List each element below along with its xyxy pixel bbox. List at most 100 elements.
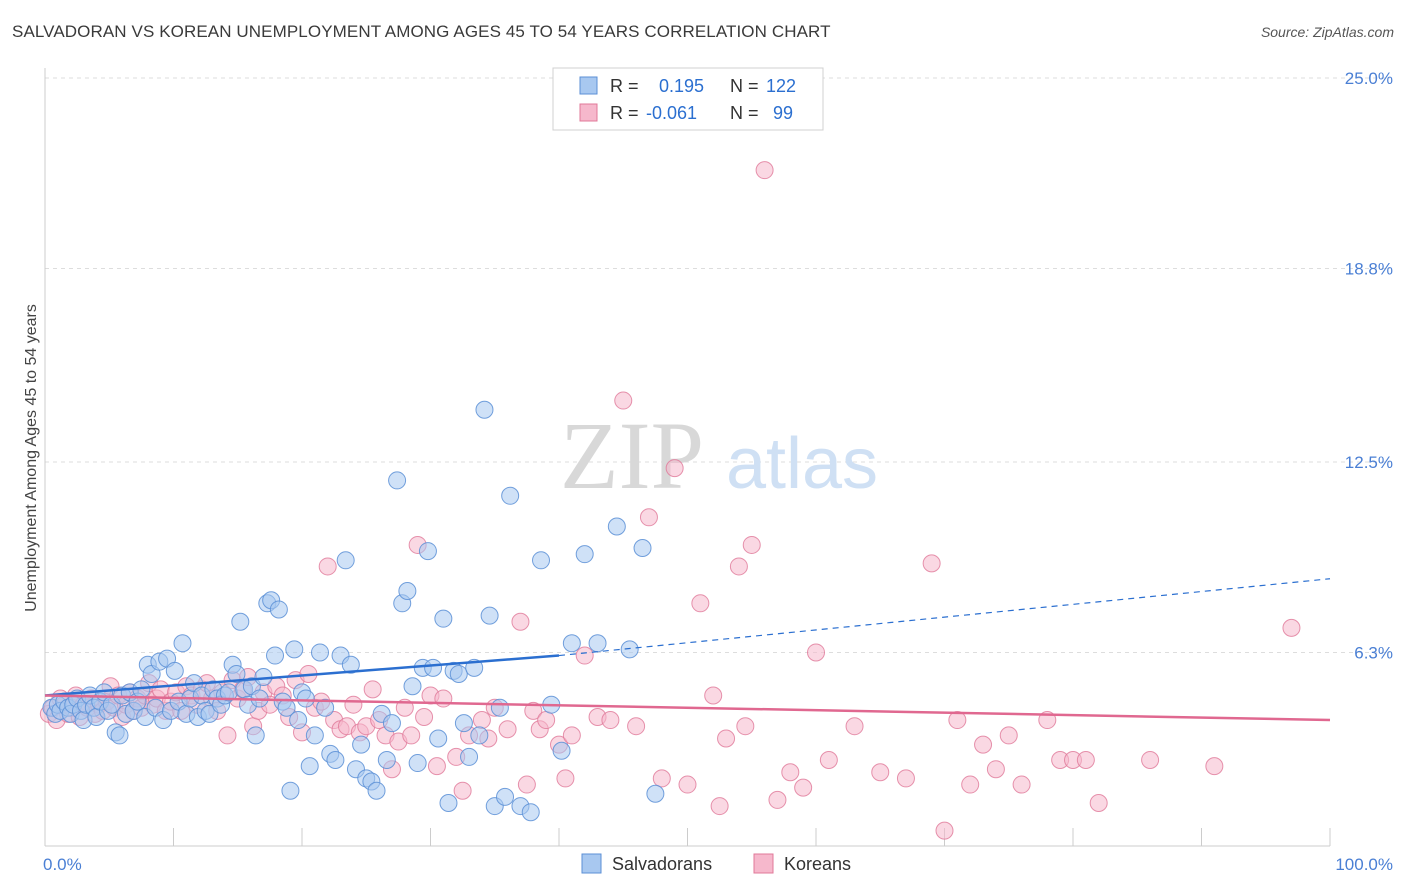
korean-point-103 <box>704 686 723 705</box>
korean-trend-line <box>44 694 1331 722</box>
x-tick-label-max: 100.0% <box>1335 855 1393 874</box>
trend-lines <box>44 578 1331 722</box>
korean-point-86 <box>517 775 536 794</box>
salvadoran-point-89 <box>398 582 417 601</box>
legend-n-label-2: N = <box>730 103 759 123</box>
chart-title: SALVADORAN VS KOREAN UNEMPLOYMENT AMONG … <box>12 22 831 41</box>
korean-point-118 <box>922 554 941 573</box>
salvadoran-points <box>42 400 665 822</box>
salvadoran-point-90 <box>403 677 422 696</box>
salvadoran-point-120 <box>633 539 652 558</box>
salvadoran-point-75 <box>326 750 345 769</box>
salvadoran-point-100 <box>454 714 473 733</box>
legend-n-label-1: N = <box>730 76 759 96</box>
korean-point-74 <box>415 707 434 726</box>
salvadoran-point-71 <box>305 726 324 745</box>
korean-point-124 <box>999 726 1018 745</box>
korean-point-77 <box>434 689 453 708</box>
salvadoran-trend-extension <box>558 578 1331 657</box>
korean-point-95 <box>601 711 620 730</box>
source-credit: Source: ZipAtlas.com <box>1260 24 1394 40</box>
salvadoran-point-96 <box>434 609 453 628</box>
korean-point-107 <box>736 717 755 736</box>
korean-point-87 <box>524 701 543 720</box>
watermark-zip: ZIP <box>560 402 704 509</box>
salvadoran-point-91 <box>408 754 427 773</box>
y-tick-label-0: 6.3% <box>1354 643 1393 662</box>
korean-point-112 <box>794 778 813 797</box>
bottom-legend-label-koreans: Koreans <box>784 854 851 874</box>
salvadoran-point-105 <box>480 606 499 625</box>
salvadoran-point-117 <box>588 634 607 653</box>
salvadoran-point-52 <box>231 612 250 631</box>
korean-point-97 <box>627 717 646 736</box>
korean-point-81 <box>472 711 491 730</box>
bottom-legend-label-salvadorans: Salvadorans <box>612 854 712 874</box>
korean-point-42 <box>218 726 237 745</box>
korean-point-84 <box>498 720 517 739</box>
salvadoran-point-103 <box>470 726 489 745</box>
korean-point-119 <box>935 821 954 840</box>
salvadoran-point-109 <box>501 486 520 505</box>
korean-point-110 <box>768 790 787 809</box>
salvadoran-point-80 <box>352 735 371 754</box>
korean-point-109 <box>755 161 774 180</box>
korean-point-92 <box>562 726 581 745</box>
korean-point-102 <box>691 594 710 613</box>
legend-n-value-2: 99 <box>773 103 793 123</box>
salvadoran-point-94 <box>424 658 443 677</box>
salvadoran-point-112 <box>532 551 551 570</box>
salvadoran-point-83 <box>367 781 386 800</box>
x-tick-label-min: 0.0% <box>43 855 82 874</box>
salvadoran-point-115 <box>562 634 581 653</box>
salvadoran-point-97 <box>439 793 458 812</box>
salvadoran-point-119 <box>620 640 639 659</box>
legend-r-value-2: -0.061 <box>646 103 697 123</box>
bottom-legend-swatch-korean <box>753 853 774 874</box>
korean-point-72 <box>402 726 421 745</box>
salvadoran-point-66 <box>285 640 304 659</box>
korean-point-120 <box>948 711 967 730</box>
korean-point-122 <box>974 735 993 754</box>
korean-point-99 <box>652 769 671 788</box>
salvadoran-point-73 <box>316 698 335 717</box>
korean-point-130 <box>1089 793 1108 812</box>
korean-point-76 <box>427 757 446 776</box>
legend-swatch-korean <box>579 103 598 122</box>
salvadoran-point-70 <box>300 757 319 776</box>
korean-point-132 <box>1205 757 1224 776</box>
salvadoran-point-67 <box>289 711 308 730</box>
salvadoran-point-93 <box>418 542 437 561</box>
korean-point-59 <box>318 557 337 576</box>
korean-point-66 <box>363 680 382 699</box>
salvadoran-point-62 <box>269 600 288 619</box>
korean-point-108 <box>742 535 761 554</box>
korean-point-85 <box>511 612 530 631</box>
y-tick-label-1: 12.5% <box>1345 453 1393 472</box>
salvadoran-point-108 <box>496 787 515 806</box>
legend-n-value-1: 122 <box>766 76 796 96</box>
legend-swatch-salvadoran <box>579 76 598 95</box>
korean-point-96 <box>614 391 633 410</box>
watermark-atlas: atlas <box>726 424 878 504</box>
salvadoran-point-20 <box>110 726 129 745</box>
salvadoran-point-116 <box>575 545 594 564</box>
korean-point-63 <box>344 695 363 714</box>
korean-point-131 <box>1141 750 1160 769</box>
y-tick-label-3: 25.0% <box>1345 69 1393 88</box>
tick-labels: 6.3% 12.5% 18.8% 25.0% 0.0% 100.0% <box>43 69 1393 874</box>
korean-point-121 <box>961 775 980 794</box>
korean-point-123 <box>986 760 1005 779</box>
korean-point-117 <box>896 769 915 788</box>
salvadoran-point-99 <box>449 664 468 683</box>
korean-point-98 <box>639 508 658 527</box>
salvadoran-point-51 <box>227 664 246 683</box>
korean-point-113 <box>807 643 825 662</box>
korean-point-93 <box>575 646 594 665</box>
salvadoran-point-114 <box>552 741 571 760</box>
korean-point-116 <box>871 763 890 782</box>
bottom-legend-swatch-salvadoran <box>581 853 602 874</box>
salvadoran-trend-line <box>44 654 560 697</box>
korean-point-79 <box>453 781 472 800</box>
